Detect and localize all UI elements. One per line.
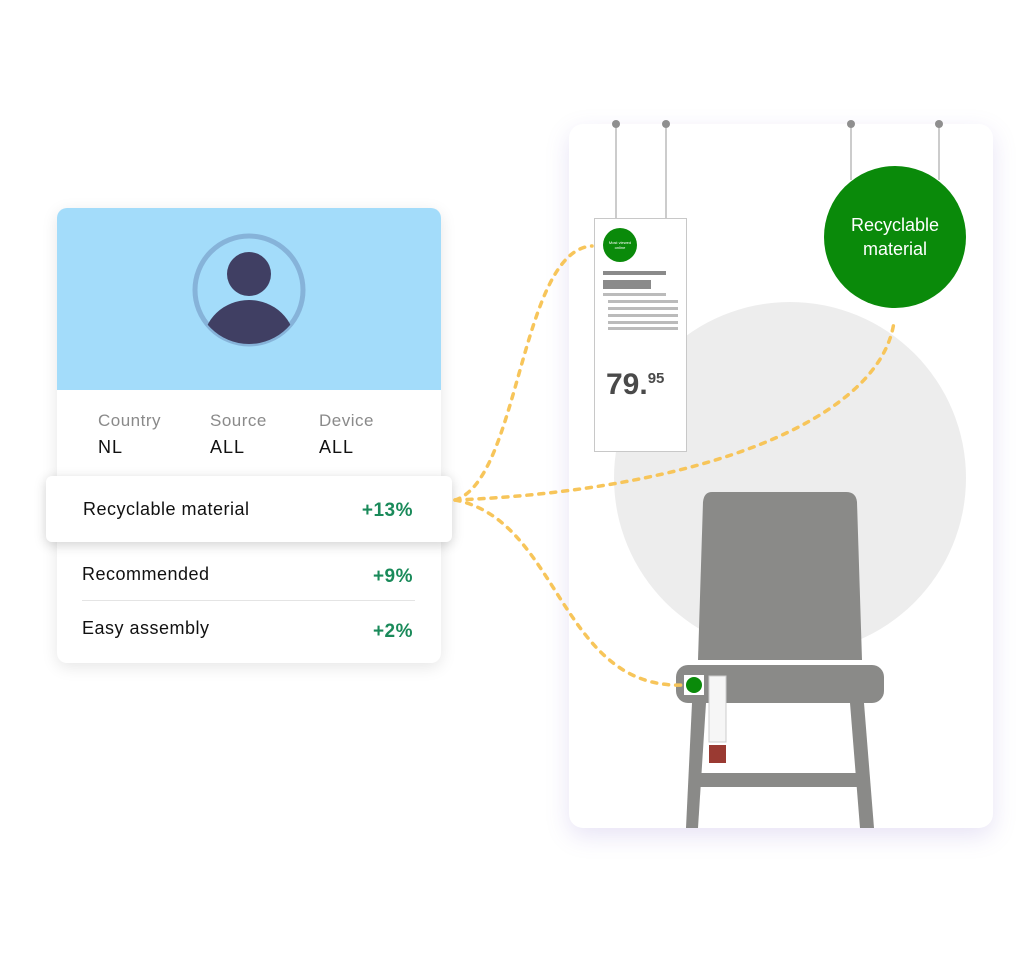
row-label: Recommended: [82, 564, 210, 584]
source-value: ALL: [210, 437, 246, 457]
device-value: ALL: [319, 437, 355, 457]
row-value: +2%: [372, 621, 413, 642]
row-value: +9%: [372, 566, 413, 587]
avatar-icon: [192, 233, 306, 347]
hang-tag: [708, 675, 727, 743]
recyclable-badge-text: Recyclable material: [850, 215, 940, 259]
tag-text-lines: [603, 271, 678, 330]
hanging-wires: [615, 124, 940, 218]
shelf-badge: [686, 677, 702, 693]
price-cents: 95: [647, 370, 665, 387]
price: 79.95: [606, 368, 664, 402]
recyclable-badge: Recyclable material: [824, 166, 966, 308]
wire-pins: [612, 120, 943, 128]
price-main: 79.: [606, 368, 648, 401]
device-label: Device: [319, 411, 374, 430]
divider: [82, 600, 415, 601]
row-value: +13%: [361, 500, 413, 521]
country-label: Country: [98, 411, 162, 430]
chair-icon: [676, 492, 884, 828]
most-viewed-badge: Most viewed online: [603, 228, 637, 262]
country-value: NL: [98, 437, 124, 457]
highlighted-row[interactable]: Recyclable material +13%: [46, 476, 452, 542]
row-label: Recyclable material: [83, 499, 250, 519]
profile-header: [57, 208, 441, 390]
connector-lines: [453, 244, 896, 687]
source-label: Source: [210, 411, 267, 430]
audience-card: Country NL Source ALL Device ALL Recomme…: [57, 208, 441, 663]
row-label: Easy assembly: [82, 618, 210, 638]
hang-tag-color: [709, 745, 726, 763]
